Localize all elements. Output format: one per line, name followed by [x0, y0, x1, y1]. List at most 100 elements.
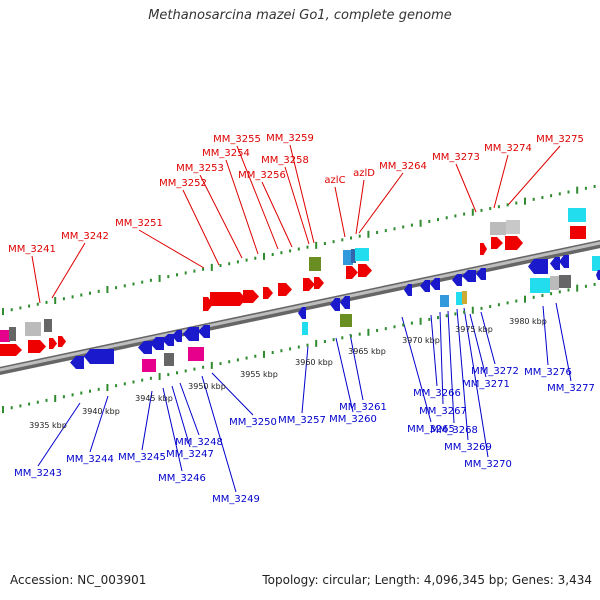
plus-gene-feature[interactable] [49, 338, 57, 349]
plus-gene-feature[interactable] [351, 249, 356, 263]
gene-label-mm-3254[interactable]: MM_3254 [202, 148, 250, 159]
minus-gene-feature[interactable] [550, 276, 559, 290]
gene-label-mm-3266[interactable]: MM_3266 [413, 388, 461, 399]
plus-gene-feature[interactable] [570, 226, 586, 239]
plus-gene-feature[interactable] [243, 290, 259, 303]
plus-gene-feature[interactable] [568, 208, 586, 222]
minus-gene-feature[interactable] [188, 347, 204, 361]
gene-label-mm-3257[interactable]: MM_3257 [278, 415, 326, 426]
lower-track-tick [219, 362, 222, 366]
plus-gene-feature[interactable] [278, 283, 292, 296]
plus-gene-feature[interactable] [506, 220, 520, 234]
plus-gene-feature[interactable] [210, 292, 246, 306]
gene-label-mm-3259[interactable]: MM_3259 [266, 133, 314, 144]
plus-gene-feature[interactable] [358, 264, 372, 277]
gene-label-mm-3241[interactable]: MM_3241 [8, 244, 56, 255]
plus-gene-feature[interactable] [491, 237, 503, 249]
minus-gene-feature[interactable] [162, 334, 174, 346]
gene-label-mm-3245[interactable]: MM_3245 [118, 452, 166, 463]
gene-label-azlc[interactable]: azlC [324, 175, 345, 186]
plus-gene-feature[interactable] [490, 222, 506, 235]
gene-label-mm-3272[interactable]: MM_3272 [471, 366, 519, 377]
gene-label-mm-3247[interactable]: MM_3247 [166, 449, 214, 460]
minus-gene-feature[interactable] [340, 296, 350, 309]
minus-gene-feature[interactable] [559, 275, 571, 288]
minus-leader-line [447, 310, 455, 424]
gene-label-mm-3251[interactable]: MM_3251 [115, 218, 163, 229]
minus-gene-feature[interactable] [456, 292, 463, 305]
gene-label-mm-3276[interactable]: MM_3276 [524, 367, 572, 378]
gene-label-mm-3242[interactable]: MM_3242 [61, 231, 109, 242]
plus-gene-feature[interactable] [505, 236, 523, 250]
gene-label-mm-3260[interactable]: MM_3260 [329, 414, 377, 425]
minus-gene-feature[interactable] [330, 298, 340, 311]
minus-gene-feature[interactable] [550, 257, 560, 270]
gene-label-mm-3277[interactable]: MM_3277 [547, 383, 595, 394]
plus-gene-feature[interactable] [346, 266, 358, 279]
minus-gene-feature[interactable] [164, 353, 174, 366]
minus-gene-feature[interactable] [530, 278, 550, 293]
minus-gene-feature[interactable] [592, 256, 600, 271]
minus-gene-feature[interactable] [340, 314, 352, 327]
minus-gene-feature[interactable] [183, 327, 199, 341]
gene-label-azld[interactable]: azlD [353, 168, 375, 179]
minus-gene-feature[interactable] [440, 295, 449, 307]
minus-gene-feature[interactable] [452, 274, 462, 286]
gene-label-mm-3255[interactable]: MM_3255 [213, 134, 261, 145]
minus-gene-feature[interactable] [138, 341, 152, 354]
minus-gene-feature[interactable] [420, 280, 430, 292]
plus-gene-feature[interactable] [303, 278, 315, 291]
minus-gene-feature[interactable] [142, 359, 156, 372]
plus-gene-feature[interactable] [355, 248, 369, 261]
minus-gene-feature[interactable] [476, 268, 486, 280]
gene-label-mm-3261[interactable]: MM_3261 [339, 402, 387, 413]
plus-gene-feature[interactable] [44, 319, 52, 332]
plus-gene-feature[interactable] [309, 257, 321, 271]
plus-gene-feature[interactable] [0, 344, 22, 356]
minus-gene-feature[interactable] [172, 330, 182, 342]
minus-gene-feature[interactable] [302, 322, 308, 335]
minus-gene-feature[interactable] [528, 259, 548, 274]
gene-label-mm-3265[interactable]: MM_3265 [407, 424, 455, 435]
gene-label-mm-3264[interactable]: MM_3264 [379, 161, 427, 172]
gene-label-mm-3275[interactable]: MM_3275 [536, 134, 584, 145]
minus-gene-feature[interactable] [298, 307, 306, 319]
gene-label-mm-3258[interactable]: MM_3258 [261, 155, 309, 166]
plus-gene-feature[interactable] [58, 336, 66, 347]
minus-gene-feature[interactable] [150, 337, 164, 350]
gene-label-mm-3243[interactable]: MM_3243 [14, 468, 62, 479]
plus-gene-feature[interactable] [0, 330, 10, 342]
gene-label-mm-3250[interactable]: MM_3250 [229, 417, 277, 428]
gene-label-mm-3248[interactable]: MM_3248 [175, 437, 223, 448]
plus-gene-feature[interactable] [263, 287, 273, 299]
gene-label-mm-3246[interactable]: MM_3246 [158, 473, 206, 484]
minus-gene-feature[interactable] [70, 356, 84, 369]
gene-label-mm-3269[interactable]: MM_3269 [444, 442, 492, 453]
gene-label-mm-3249[interactable]: MM_3249 [212, 494, 260, 505]
gene-label-mm-3253[interactable]: MM_3253 [176, 163, 224, 174]
minus-gene-feature[interactable] [596, 270, 600, 280]
gene-label-mm-3271[interactable]: MM_3271 [462, 379, 510, 390]
plus-gene-feature[interactable] [314, 277, 324, 289]
minus-gene-feature[interactable] [462, 270, 476, 282]
gene-label-mm-3270[interactable]: MM_3270 [464, 459, 512, 470]
minus-gene-feature[interactable] [559, 255, 569, 268]
plus-gene-feature[interactable] [480, 243, 487, 255]
plus-gene-feature[interactable] [9, 327, 16, 341]
gene-label-mm-3273[interactable]: MM_3273 [432, 152, 480, 163]
plus-gene-feature[interactable] [28, 340, 46, 353]
plus-gene-feature[interactable] [25, 322, 41, 336]
minus-gene-feature[interactable] [462, 291, 467, 304]
minus-gene-feature[interactable] [404, 284, 412, 296]
gene-label-mm-3268[interactable]: MM_3268 [430, 425, 478, 436]
lower-track-tick [541, 294, 544, 298]
gene-label-mm-3252[interactable]: MM_3252 [159, 178, 207, 189]
minus-gene-feature[interactable] [84, 349, 114, 364]
minus-gene-feature[interactable] [198, 325, 210, 338]
minus-gene-feature[interactable] [430, 278, 440, 290]
gene-label-mm-3267[interactable]: MM_3267 [419, 406, 467, 417]
gene-label-mm-3274[interactable]: MM_3274 [484, 143, 532, 154]
plus-gene-feature[interactable] [343, 250, 353, 265]
gene-label-mm-3256[interactable]: MM_3256 [238, 170, 286, 181]
gene-label-mm-3244[interactable]: MM_3244 [66, 454, 114, 465]
